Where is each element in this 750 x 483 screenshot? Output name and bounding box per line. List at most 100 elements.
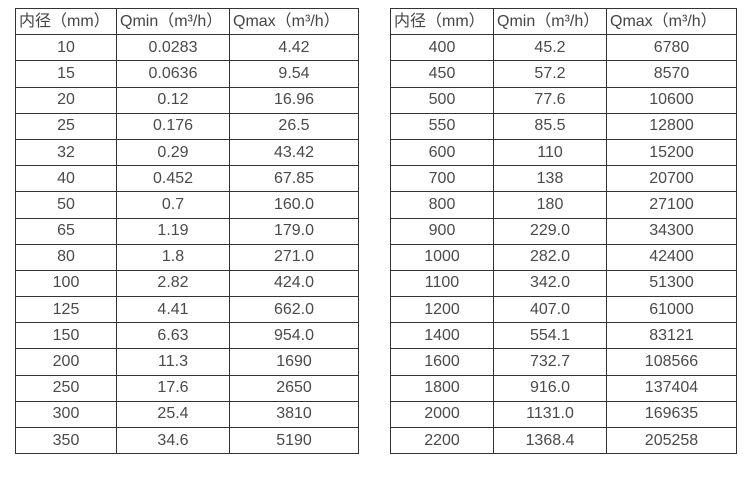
table-cell: 0.452 — [116, 165, 230, 193]
table-row: 500 77.6 10600 — [390, 86, 737, 114]
table-cell: 137404 — [606, 374, 737, 402]
column-header: Qmin（m³/h） — [116, 7, 230, 36]
table-cell: 550 — [390, 112, 494, 140]
table-cell: 27100 — [606, 191, 737, 219]
table-row: 10 0.0283 4.42 — [15, 34, 359, 62]
column-header: Qmax（m³/h） — [229, 7, 359, 36]
table-cell: 57.2 — [493, 60, 607, 88]
table-cell: 916.0 — [493, 374, 607, 402]
table-row: 900 229.0 34300 — [390, 217, 737, 245]
table-row: 1100 342.0 51300 — [390, 269, 737, 298]
table-cell: 0.0283 — [116, 34, 230, 62]
table-cell: 43.42 — [229, 138, 359, 167]
table-cell: 32 — [15, 138, 117, 167]
table-row: 350 34.6 5190 — [15, 426, 359, 455]
table-row: 1800 916.0 137404 — [390, 374, 737, 402]
table-row: 800 180 27100 — [390, 191, 737, 219]
table-cell: 2000 — [390, 400, 494, 429]
table-cell: 1.8 — [116, 243, 230, 271]
table-cell: 45.2 — [493, 34, 607, 62]
table-cell: 1131.0 — [493, 400, 607, 429]
table-cell: 407.0 — [493, 296, 607, 324]
table-cell: 1600 — [390, 348, 494, 376]
table-row: 1200 407.0 61000 — [390, 296, 737, 324]
table-row: 1600 732.7 108566 — [390, 348, 737, 376]
table-cell: 250 — [15, 374, 117, 402]
table-row: 25 0.176 26.5 — [15, 112, 359, 140]
table-row: 2200 1368.4 205258 — [390, 426, 737, 455]
table-cell: 800 — [390, 191, 494, 219]
table-cell: 424.0 — [229, 269, 359, 298]
column-header: 内径（mm） — [15, 7, 117, 36]
table-cell: 67.85 — [229, 165, 359, 193]
table-cell: 450 — [390, 60, 494, 88]
table-cell: 50 — [15, 191, 117, 219]
table-cell: 350 — [15, 426, 117, 455]
table-cell: 65 — [15, 217, 117, 245]
column-header: 内径（mm） — [390, 7, 494, 36]
table-row: 700 138 20700 — [390, 165, 737, 193]
table-cell: 400 — [390, 34, 494, 62]
table-cell: 180 — [493, 191, 607, 219]
table-cell: 1368.4 — [493, 426, 607, 455]
table-cell: 282.0 — [493, 243, 607, 271]
table-cell: 1400 — [390, 322, 494, 350]
table-cell: 110 — [493, 138, 607, 167]
table-cell: 0.29 — [116, 138, 230, 167]
table-row: 400 45.2 6780 — [390, 34, 737, 62]
table-cell: 8570 — [606, 60, 737, 88]
table-row: 150 6.63 954.0 — [15, 322, 359, 350]
table-cell: 80 — [15, 243, 117, 271]
table-cell: 0.7 — [116, 191, 230, 219]
table-cell: 4.42 — [229, 34, 359, 62]
table-cell: 662.0 — [229, 296, 359, 324]
table-cell: 900 — [390, 217, 494, 245]
table-cell: 5190 — [229, 426, 359, 455]
table-cell: 100 — [15, 269, 117, 298]
table-cell: 15200 — [606, 138, 737, 167]
table-cell: 500 — [390, 86, 494, 114]
table-cell: 554.1 — [493, 322, 607, 350]
table-cell: 34300 — [606, 217, 737, 245]
table-cell: 1690 — [229, 348, 359, 376]
table-cell: 2.82 — [116, 269, 230, 298]
table-row: 20 0.12 16.96 — [15, 86, 359, 114]
table-cell: 600 — [390, 138, 494, 167]
table-cell: 10 — [15, 34, 117, 62]
table-cell: 12800 — [606, 112, 737, 140]
table-row: 65 1.19 179.0 — [15, 217, 359, 245]
table-row: 200 11.3 1690 — [15, 348, 359, 376]
column-header: Qmin（m³/h） — [493, 7, 607, 36]
header-row: 内径（mm） Qmin（m³/h） Qmax（m³/h） — [15, 7, 359, 36]
table-cell: 271.0 — [229, 243, 359, 271]
table-cell: 1100 — [390, 269, 494, 298]
table-cell: 34.6 — [116, 426, 230, 455]
table-cell: 6780 — [606, 34, 737, 62]
table-cell: 1800 — [390, 374, 494, 402]
table-row: 125 4.41 662.0 — [15, 296, 359, 324]
table-cell: 15 — [15, 60, 117, 88]
table-cell: 1.19 — [116, 217, 230, 245]
table-cell: 954.0 — [229, 322, 359, 350]
table-row: 40 0.452 67.85 — [15, 165, 359, 193]
table-cell: 4.41 — [116, 296, 230, 324]
table-cell: 16.96 — [229, 86, 359, 114]
table-cell: 150 — [15, 322, 117, 350]
table-cell: 40 — [15, 165, 117, 193]
table-cell: 229.0 — [493, 217, 607, 245]
table-cell: 108566 — [606, 348, 737, 376]
flow-rate-table-small-diameters: 内径（mm） Qmin（m³/h） Qmax（m³/h） 10 0.0283 4.42 15… — [15, 7, 359, 455]
table-cell: 83121 — [606, 322, 737, 350]
flow-rate-tables-container: 内径（mm） Qmin（m³/h） Qmax（m³/h） 10 0.0283 4.42 15… — [15, 7, 737, 455]
table-row: 550 85.5 12800 — [390, 112, 737, 140]
table-cell: 20700 — [606, 165, 737, 193]
flow-rate-table-large-diameters: 内径（mm） Qmin（m³/h） Qmax（m³/h） 400 45.2 6780 450… — [390, 7, 737, 455]
table-row: 450 57.2 8570 — [390, 60, 737, 88]
table-cell: 20 — [15, 86, 117, 114]
table-cell: 1200 — [390, 296, 494, 324]
table-row: 32 0.29 43.42 — [15, 138, 359, 167]
table-cell: 85.5 — [493, 112, 607, 140]
table-cell: 77.6 — [493, 86, 607, 114]
table-row: 2000 1131.0 169635 — [390, 400, 737, 429]
table-cell: 42400 — [606, 243, 737, 271]
